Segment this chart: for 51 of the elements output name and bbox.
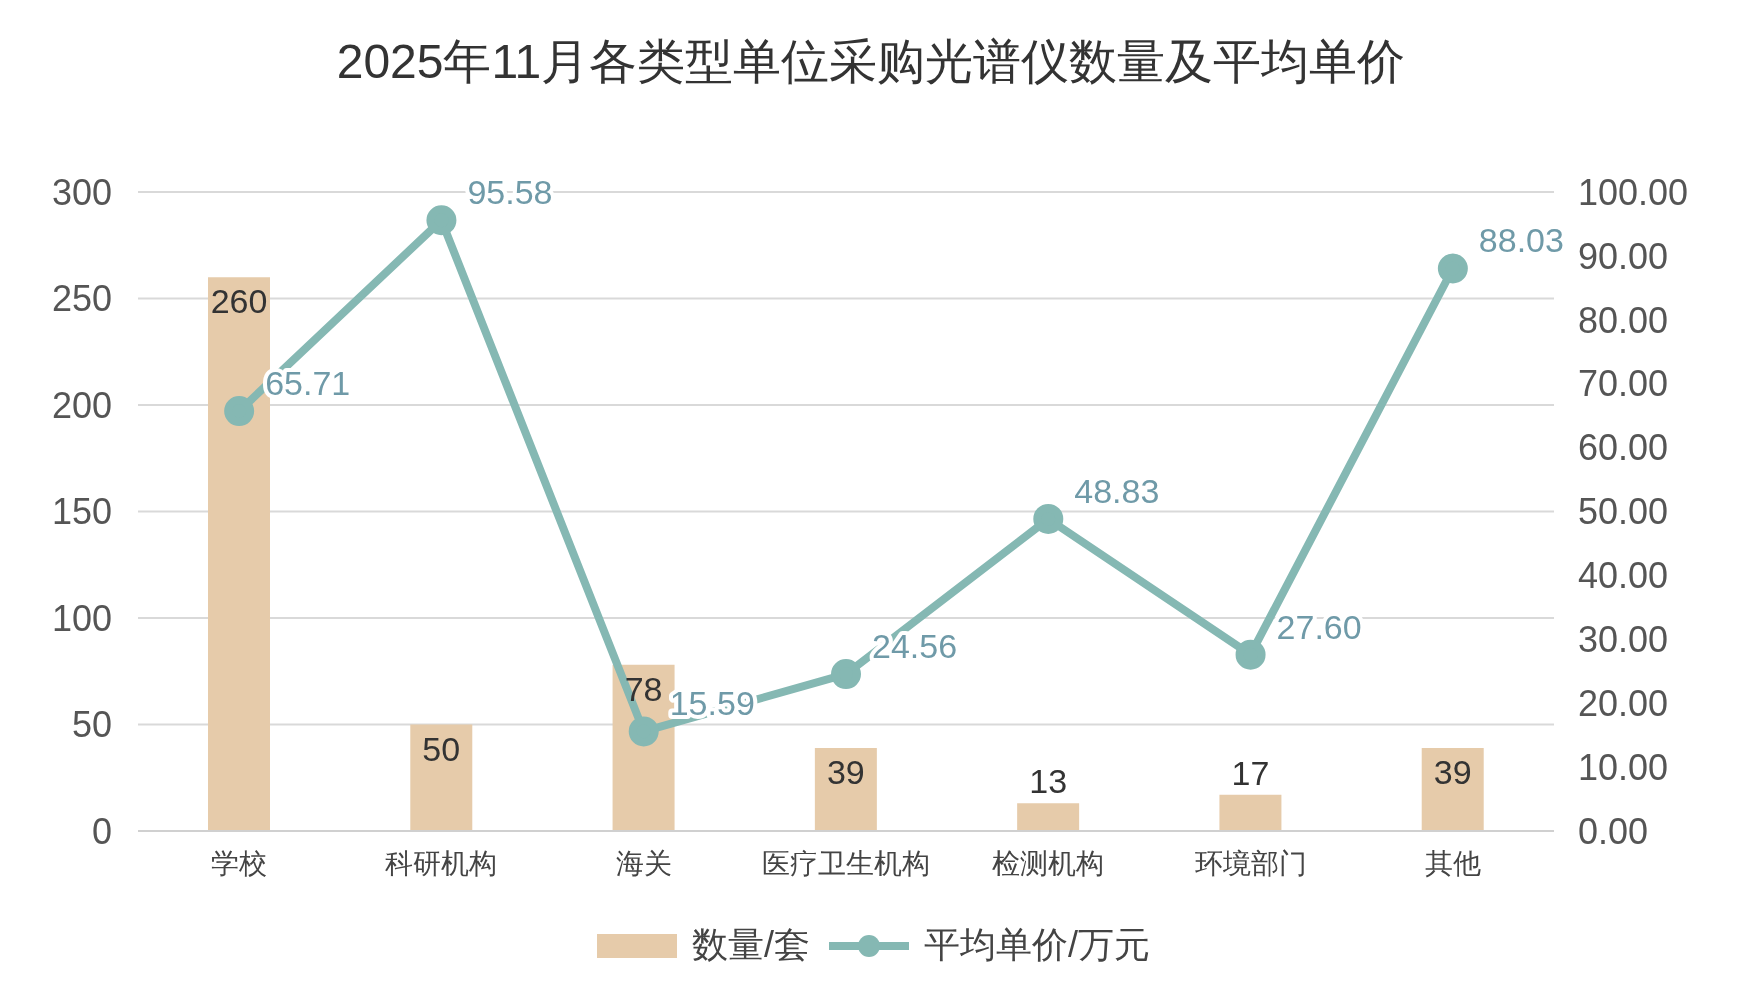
bar <box>1017 803 1080 831</box>
legend-label: 数量/套 <box>691 923 810 967</box>
y2-tick-label: 80.00 <box>1578 299 1669 341</box>
y2-tick-label: 50.00 <box>1578 491 1669 533</box>
x-tick-label: 其他 <box>1424 847 1481 879</box>
y-tick-label: 50 <box>71 704 112 746</box>
y2-tick-label: 60.00 <box>1578 427 1669 469</box>
data-label: 260 <box>210 282 268 321</box>
x-tick-label: 学校 <box>211 847 268 879</box>
data-label: 95.58 <box>467 173 553 212</box>
point <box>628 716 659 747</box>
x-tick-label: 环境部门 <box>1194 847 1307 879</box>
bar <box>1421 747 1484 831</box>
data-label: 78 <box>624 669 663 708</box>
data-label: 13 <box>1029 762 1068 801</box>
data-label: 27.60 <box>1276 607 1362 646</box>
legend-label: 平均单价/万元 <box>924 923 1151 967</box>
point <box>426 205 457 236</box>
y2-tick-label: 100.00 <box>1578 171 1689 213</box>
y2-tick-label: 90.00 <box>1578 235 1669 277</box>
x-tick-label: 检测机构 <box>992 847 1105 879</box>
y-tick-label: 300 <box>51 171 112 213</box>
data-label: 88.03 <box>1478 221 1564 260</box>
y2-tick-label: 0.00 <box>1578 810 1649 852</box>
y-tick-label: 200 <box>51 384 112 426</box>
data-label: 39 <box>826 752 865 791</box>
point <box>1437 253 1468 284</box>
y-tick-label: 250 <box>51 278 112 320</box>
y2-tick-label: 20.00 <box>1578 682 1669 724</box>
chart-title: 2025年11月各类型单位采购光谱仪数量及平均单价 <box>335 34 1407 90</box>
x-tick-label: 海关 <box>615 847 672 879</box>
point <box>1033 503 1064 534</box>
y-tick-label: 150 <box>51 491 112 533</box>
x-tick-label: 科研机构 <box>385 847 498 879</box>
data-label: 50 <box>422 729 461 768</box>
x-tick-label: 医疗卫生机构 <box>762 847 930 879</box>
data-label: 48.83 <box>1074 471 1160 510</box>
point <box>224 396 255 427</box>
y2-tick-label: 40.00 <box>1578 555 1669 597</box>
bar <box>814 747 877 831</box>
y2-tick-label: 70.00 <box>1578 363 1669 405</box>
y-tick-label: 0 <box>91 810 112 852</box>
point <box>1235 639 1266 670</box>
bar <box>410 724 473 831</box>
y-tick-label: 100 <box>51 597 112 639</box>
y2-tick-label: 30.00 <box>1578 619 1669 661</box>
point <box>831 659 861 690</box>
data-label: 39 <box>1433 752 1472 791</box>
y2-tick-label: 10.00 <box>1578 746 1669 788</box>
bar <box>1219 794 1282 831</box>
data-label: 17 <box>1231 753 1270 792</box>
